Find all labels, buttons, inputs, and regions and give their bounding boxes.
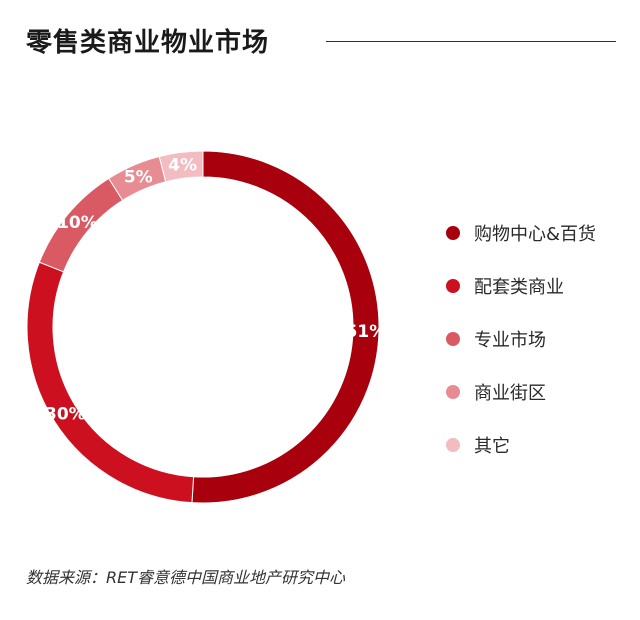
legend-swatch: [446, 225, 460, 240]
legend-label: 其它: [474, 435, 510, 457]
chart-title: 零售类商业物业市场: [26, 28, 270, 58]
legend-item: 购物中心&百货: [446, 206, 596, 259]
slice-value-label: 5%: [124, 167, 153, 187]
legend-item: 配套类商业: [446, 259, 596, 312]
slice-value-label: 4%: [168, 155, 197, 175]
legend-swatch: [446, 384, 460, 399]
legend-label: 配套类商业: [474, 276, 564, 298]
legend-item: 专业市场: [446, 312, 596, 365]
legend-item: 商业街区: [446, 365, 596, 418]
legend-label: 购物中心&百货: [474, 223, 597, 245]
legend-label: 商业街区: [474, 382, 546, 404]
slice-value-label: 30%: [45, 404, 86, 424]
title-divider: [326, 41, 616, 42]
legend-label: 专业市场: [474, 329, 546, 351]
donut-slice: [191, 150, 380, 504]
legend-swatch: [446, 278, 460, 293]
donut-slice: [158, 150, 204, 183]
legend-item: 其它: [446, 418, 596, 471]
legend-swatch: [446, 331, 460, 346]
legend: 购物中心&百货 配套类商业 专业市场 商业街区 其它: [446, 206, 596, 471]
slice-value-label: 10%: [57, 213, 98, 233]
legend-swatch: [446, 437, 460, 452]
donut-slice: [26, 261, 195, 504]
slice-value-label: 51%: [346, 322, 387, 342]
source-note: 数据来源：RET睿意德中国商业地产研究中心: [26, 568, 346, 587]
